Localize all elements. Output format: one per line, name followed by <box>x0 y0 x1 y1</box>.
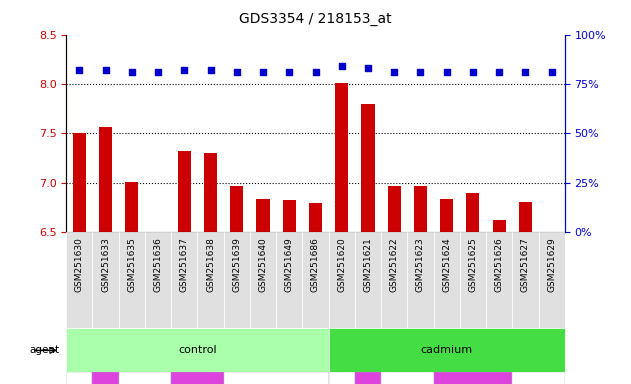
Bar <box>512 232 538 328</box>
Point <box>468 69 478 75</box>
Text: GSM251622: GSM251622 <box>390 237 399 292</box>
Bar <box>119 232 145 328</box>
Bar <box>433 232 460 328</box>
Text: GSM251640: GSM251640 <box>259 237 268 292</box>
Bar <box>329 328 565 372</box>
Point <box>310 69 321 75</box>
Bar <box>119 372 171 384</box>
Text: GSM251636: GSM251636 <box>153 237 163 292</box>
Bar <box>126 182 138 232</box>
Point <box>546 69 557 75</box>
Text: GSM251627: GSM251627 <box>521 237 530 292</box>
Bar <box>66 328 329 372</box>
Point <box>415 69 425 75</box>
Text: GDS3354 / 218153_at: GDS3354 / 218153_at <box>239 12 392 25</box>
Text: GSM251630: GSM251630 <box>75 237 84 292</box>
Bar <box>93 232 119 328</box>
Bar <box>204 153 217 232</box>
Bar <box>414 186 427 232</box>
Bar <box>433 372 512 384</box>
Bar <box>93 372 119 384</box>
Bar <box>381 232 408 328</box>
Text: GSM251638: GSM251638 <box>206 237 215 292</box>
Text: GSM251625: GSM251625 <box>468 237 478 292</box>
Bar <box>460 232 486 328</box>
Bar <box>519 202 532 232</box>
Bar <box>493 220 505 232</box>
Text: GSM251629: GSM251629 <box>547 237 556 292</box>
Bar <box>250 232 276 328</box>
Bar <box>512 372 565 384</box>
Bar <box>276 232 302 328</box>
Text: GSM251635: GSM251635 <box>127 237 136 292</box>
Point <box>206 67 216 73</box>
Bar <box>171 232 198 328</box>
Bar <box>466 193 480 232</box>
Text: GSM251633: GSM251633 <box>101 237 110 292</box>
Point <box>337 63 347 69</box>
Bar <box>440 199 453 232</box>
Bar <box>198 232 223 328</box>
Bar <box>335 83 348 232</box>
Bar <box>329 372 355 384</box>
Bar <box>256 199 269 232</box>
Bar <box>66 372 93 384</box>
Text: GSM251621: GSM251621 <box>363 237 372 292</box>
Bar <box>538 232 565 328</box>
Bar <box>387 186 401 232</box>
Point <box>521 69 531 75</box>
Point <box>442 69 452 75</box>
Bar <box>355 232 381 328</box>
Bar <box>362 104 375 232</box>
Text: GSM251623: GSM251623 <box>416 237 425 292</box>
Point <box>153 69 163 75</box>
Bar <box>302 232 329 328</box>
Bar <box>355 372 381 384</box>
Point <box>389 69 399 75</box>
Bar <box>486 232 512 328</box>
Bar <box>381 372 433 384</box>
Bar <box>230 186 244 232</box>
Bar <box>99 126 112 232</box>
Text: GSM251686: GSM251686 <box>311 237 320 292</box>
Text: GSM251620: GSM251620 <box>337 237 346 292</box>
Bar <box>309 203 322 232</box>
Bar <box>171 372 223 384</box>
Point <box>74 67 85 73</box>
Point <box>363 65 373 71</box>
Bar <box>73 134 86 232</box>
Point <box>232 69 242 75</box>
Bar <box>283 200 296 232</box>
Bar <box>223 372 329 384</box>
Bar <box>408 232 433 328</box>
Bar <box>329 232 355 328</box>
Text: agent: agent <box>30 345 60 356</box>
Text: GSM251624: GSM251624 <box>442 237 451 292</box>
Text: GSM251639: GSM251639 <box>232 237 241 292</box>
Point <box>284 69 294 75</box>
Point <box>100 67 110 73</box>
Text: GSM251637: GSM251637 <box>180 237 189 292</box>
Text: control: control <box>178 345 217 356</box>
Text: GSM251649: GSM251649 <box>285 237 294 292</box>
Point <box>179 67 189 73</box>
Bar <box>145 232 171 328</box>
Point <box>258 69 268 75</box>
Point <box>494 69 504 75</box>
Bar <box>178 151 191 232</box>
Point <box>127 69 137 75</box>
Text: cadmium: cadmium <box>421 345 473 356</box>
Bar <box>66 232 93 328</box>
Bar <box>223 232 250 328</box>
Text: GSM251626: GSM251626 <box>495 237 504 292</box>
